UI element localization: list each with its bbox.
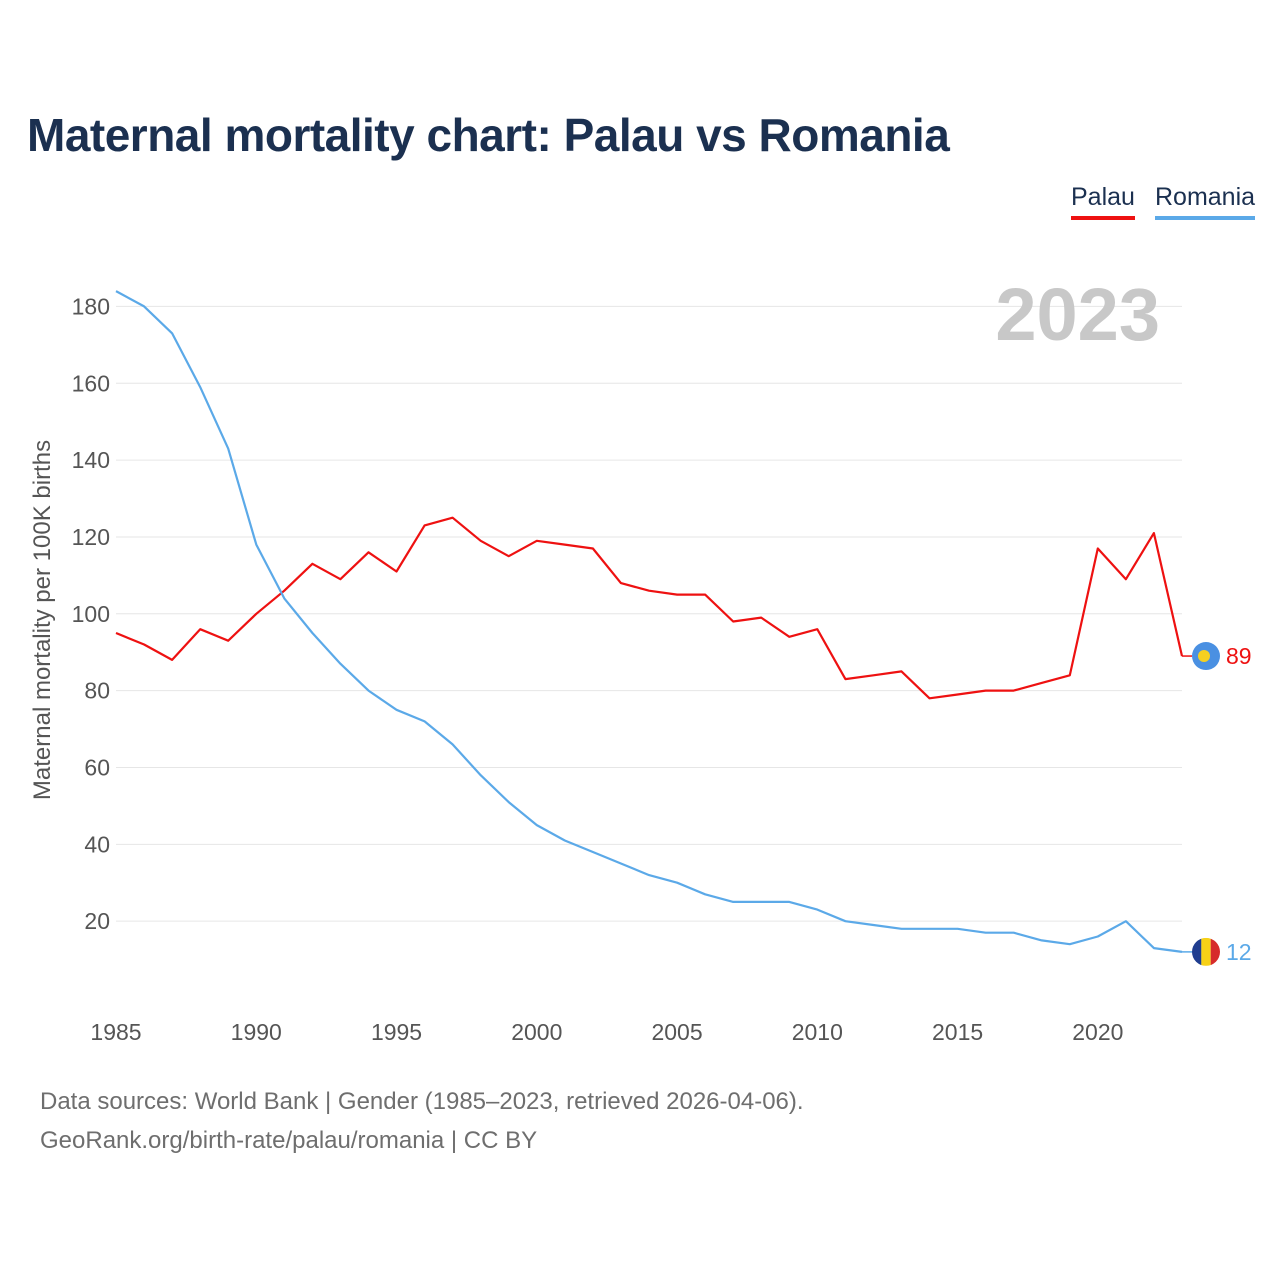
y-tick-label: 60 [84, 754, 110, 780]
chart-title: Maternal mortality chart: Palau vs Roman… [27, 109, 950, 161]
y-tick-label: 160 [72, 370, 110, 396]
x-tick-label: 1995 [371, 1019, 422, 1045]
x-tick-label: 1985 [90, 1019, 141, 1045]
series-endpoints: 89 12 [1182, 642, 1252, 966]
x-tick-label: 2005 [651, 1019, 702, 1045]
y-tick-label: 140 [72, 447, 110, 473]
legend-swatch-romania [1155, 216, 1256, 220]
flag-disc [1198, 650, 1210, 663]
x-tick-label: 2020 [1072, 1019, 1123, 1045]
x-tick-label: 1990 [231, 1019, 282, 1045]
source-link[interactable]: GeoRank.org/birth-rate/palau/romania | C… [40, 1127, 538, 1154]
legend-item-palau[interactable]: Palau [1071, 183, 1135, 220]
source-note: Data sources: World Bank | Gender (1985–… [40, 1088, 804, 1115]
y-axis-label: Maternal mortality per 100K births [29, 440, 56, 800]
line-chart: 2023 20 40 60 80 100 120 140 160 180 1985 1990 199… [29, 273, 1252, 1045]
series-line-palau[interactable] [115, 516, 1184, 700]
end-label-romania: 12 [1226, 939, 1252, 965]
y-tick-label: 20 [84, 908, 110, 934]
y-tick-label: 100 [72, 601, 110, 627]
flag-palau-icon [1192, 642, 1220, 671]
x-tick-label: 2000 [511, 1019, 562, 1045]
flag-romania-icon [1192, 937, 1220, 966]
x-tick-label: 2015 [932, 1019, 983, 1045]
legend-swatch-palau [1071, 216, 1135, 220]
series-line-romania[interactable] [115, 290, 1183, 953]
end-label-palau: 89 [1226, 643, 1252, 669]
y-axis: 20 40 60 80 100 120 140 160 180 [72, 293, 110, 934]
legend-label-romania: Romania [1155, 183, 1256, 211]
year-badge: 2023 [995, 273, 1160, 356]
legend-label-palau: Palau [1071, 183, 1135, 211]
flag-stripe-blue [1192, 937, 1202, 966]
flag-stripe-red [1210, 937, 1220, 966]
y-tick-label: 120 [72, 524, 110, 550]
grid-lines [116, 305, 1182, 922]
y-tick-label: 180 [72, 293, 110, 319]
series-lines [115, 290, 1184, 953]
x-tick-label: 2010 [792, 1019, 843, 1045]
y-tick-label: 40 [84, 831, 110, 857]
legend-item-romania[interactable]: Romania [1155, 183, 1256, 220]
flag-stripe-yellow [1201, 937, 1211, 966]
y-tick-label: 80 [84, 678, 110, 704]
x-axis: 1985 1990 1995 2000 2005 2010 2015 2020 [90, 1019, 1123, 1045]
